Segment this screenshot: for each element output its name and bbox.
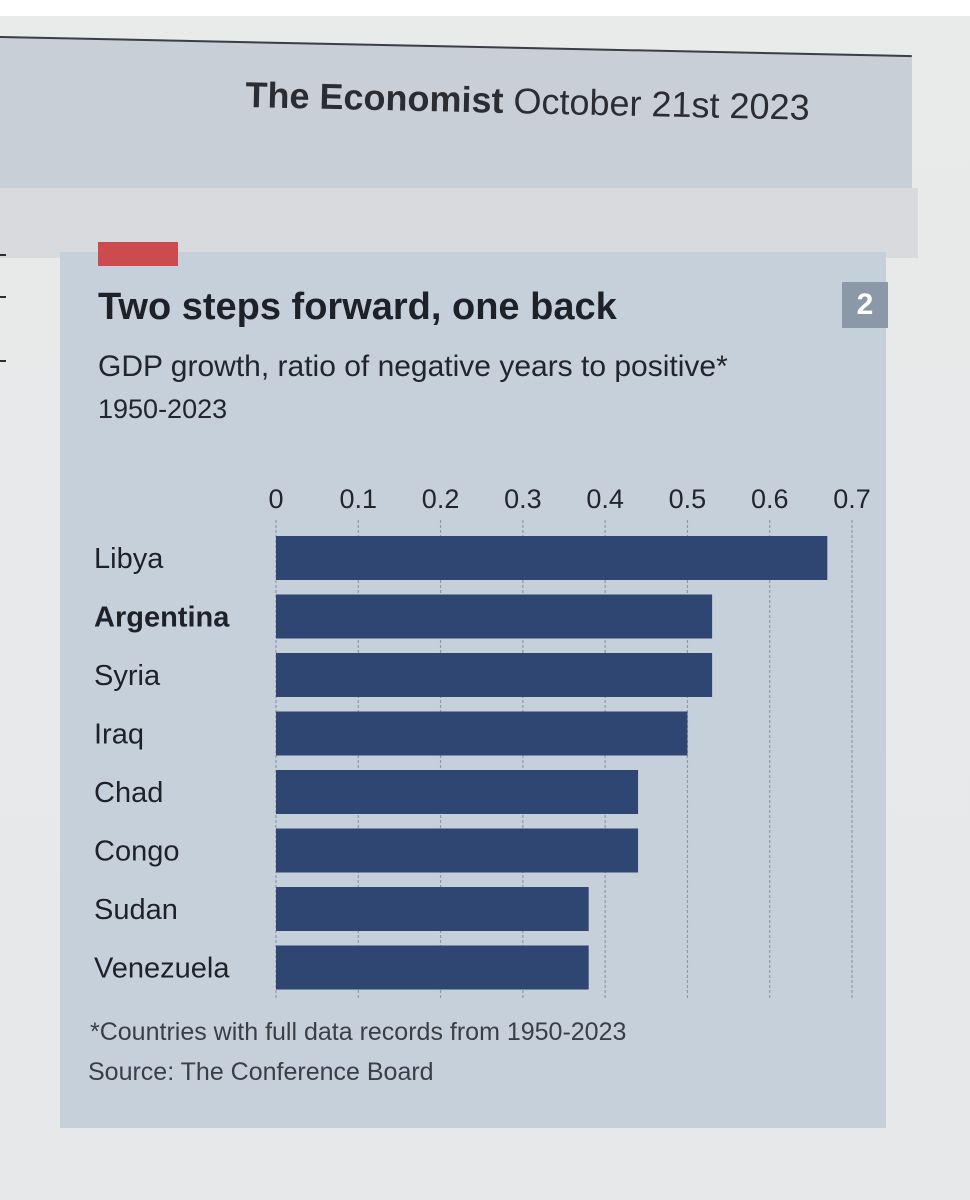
masthead-date: October 21st 2023 [513,80,811,128]
chart-subtitle: GDP growth, ratio of negative years to p… [98,350,728,383]
chart-footnote: *Countries with full data records from 1… [90,1018,627,1046]
x-tick-label: 0.3 [504,484,542,514]
category-label: Chad [94,777,163,809]
top-margin [0,0,970,16]
margin-mark [0,360,6,362]
bar [276,653,713,697]
x-tick-label: 0.7 [833,484,871,514]
x-tick-label: 0.5 [669,484,707,514]
category-label: Sudan [94,894,178,926]
x-tick-label: 0.2 [422,484,460,514]
chart-title: Two steps forward, one back [98,286,617,328]
bar [276,828,639,873]
category-label: Iraq [94,719,144,751]
category-label: Libya [94,543,164,575]
bar [276,770,639,814]
bar-chart: 0 0.1 0.2 0.3 0.4 0.5 0.6 0.7 Libya Argentina Syri… [94,484,871,1000]
bar [276,887,589,931]
margin-mark [0,296,6,298]
category-label: Venezuela [94,953,230,985]
masthead-brand: The Economist [245,74,504,121]
bar [276,711,688,756]
chart-period: 1950-2023 [98,394,228,424]
margin-mark [0,254,6,256]
category-label: Argentina [94,602,230,634]
x-tick-label: 0.1 [340,484,378,514]
x-tick-label: 0.4 [586,484,624,514]
section-tag [98,242,178,266]
category-label: Syria [94,660,161,692]
bar [276,594,713,639]
x-tick-label: 0 [268,484,283,514]
category-label: Congo [94,836,179,868]
bar [276,945,589,990]
x-tick-label: 0.6 [751,484,789,514]
chart-source: Source: The Conference Board [88,1058,434,1086]
chart-number-badge: 2 [842,282,888,328]
bar [276,536,828,580]
